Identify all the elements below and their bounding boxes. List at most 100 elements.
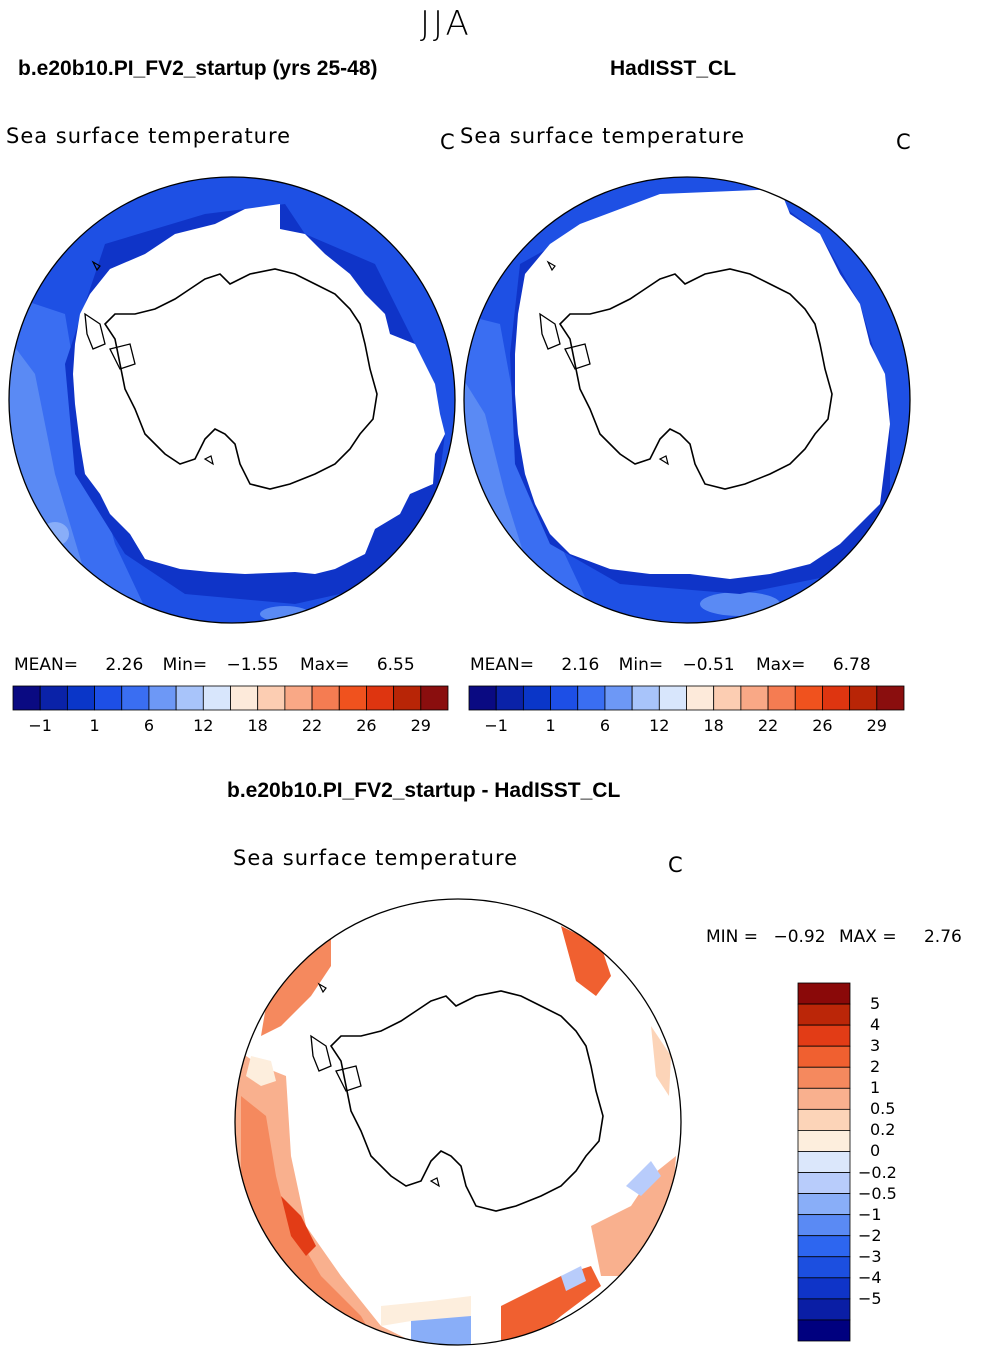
diff-colorbar-swatch — [797, 1235, 851, 1258]
obs-colorbar-tick-label: −1 — [484, 716, 508, 735]
model-colorbar-swatch — [366, 685, 395, 711]
model-colorbar-tick-label: 26 — [356, 716, 377, 735]
diff-colorbar-tick-label: −0.5 — [858, 1183, 897, 1203]
obs-colorbar-swatch — [849, 685, 878, 711]
obs-colorbar-tick-label: 26 — [812, 716, 833, 735]
model-max-label: Max= — [300, 655, 350, 675]
model-stats: MEAN= 2.26 Min= −1.55 Max= 6.55 — [14, 655, 415, 675]
obs-colorbar-swatch — [794, 685, 823, 711]
model-colorbar-swatch — [257, 685, 286, 711]
obs-max-value: 6.78 — [832, 655, 871, 675]
season-title: JJA — [420, 4, 472, 44]
obs-mean-label: MEAN= — [470, 655, 534, 675]
diff-colorbar-swatch — [797, 1045, 851, 1068]
diff-max-value: 2.76 — [923, 927, 962, 947]
diff-colorbar-swatch — [797, 1172, 851, 1194]
model-colorbar-swatch — [175, 685, 204, 711]
diff-max-label: MAX = — [838, 927, 897, 947]
diff-stats: MIN = −0.92 MAX = 2.76 — [706, 927, 962, 947]
model-colorbar-swatch — [39, 685, 68, 711]
model-colorbar-labels: −1 1 6 12 18 22 26 29 — [13, 716, 448, 736]
diff-colorbar-tick-label: 3 — [870, 1036, 881, 1056]
obs-colorbar — [468, 685, 905, 711]
obs-units-label: C — [896, 130, 911, 154]
diff-colorbar-swatch — [797, 1277, 851, 1300]
diff-colorbar-swatch — [797, 1003, 851, 1026]
model-colorbar-swatch — [230, 685, 259, 711]
obs-min-value: −0.51 — [682, 655, 735, 675]
obs-colorbar-swatch — [658, 685, 687, 711]
obs-colorbar-tick-label: 18 — [703, 716, 724, 735]
diff-units-label: C — [668, 853, 683, 877]
model-colorbar-tick-label: 6 — [143, 716, 155, 735]
obs-colorbar-swatch — [631, 685, 660, 711]
model-variable-label: Sea surface temperature — [6, 124, 292, 148]
obs-colorbar-labels: −1 1 6 12 18 22 26 29 — [469, 716, 904, 736]
diff-colorbar-swatch — [797, 1066, 851, 1089]
diff-colorbar-swatch — [797, 1319, 851, 1342]
diff-variable-label: Sea surface temperature — [233, 846, 519, 870]
diff-colorbar — [797, 982, 851, 1342]
obs-polar-map — [463, 176, 911, 624]
model-mean-label: MEAN= — [14, 655, 78, 675]
obs-colorbar-swatch — [876, 685, 905, 711]
model-units-label: C — [440, 130, 455, 154]
model-colorbar-tick-label: 12 — [193, 716, 214, 735]
diff-colorbar-labels: 5 4 3 2 1 0.5 0.2 0 −0.2 −0.5 −1 −2 −3 −4 −5 — [858, 983, 938, 1341]
obs-colorbar-swatch — [822, 685, 851, 711]
model-colorbar-swatch — [202, 685, 231, 711]
model-colorbar-tick-label: 22 — [301, 716, 323, 735]
diff-colorbar-swatch — [797, 1130, 851, 1152]
diff-colorbar-tick-label: 5 — [870, 994, 881, 1014]
diff-colorbar-tick-label: 2 — [870, 1057, 881, 1077]
model-colorbar-tick-label: 1 — [89, 716, 100, 735]
model-colorbar-swatch — [311, 685, 340, 711]
obs-variable-label: Sea surface temperature — [460, 124, 746, 148]
diff-colorbar-swatch — [797, 1151, 851, 1173]
model-colorbar-swatch — [284, 685, 313, 711]
model-min-value: −1.55 — [226, 655, 279, 675]
diff-colorbar-tick-label: −2 — [858, 1225, 882, 1245]
diff-colorbar-tick-label: −1 — [858, 1204, 882, 1224]
obs-colorbar-tick-label: 12 — [649, 716, 670, 735]
model-colorbar-tick-label: 29 — [410, 716, 431, 735]
model-colorbar-swatch — [420, 685, 449, 711]
model-polar-map — [8, 176, 456, 624]
obs-stats: MEAN= 2.16 Min= −0.51 Max= 6.78 — [470, 655, 871, 675]
diff-colorbar-tick-label: 1 — [870, 1078, 881, 1098]
obs-colorbar-swatch — [495, 685, 524, 711]
diff-colorbar-tick-label: −5 — [858, 1288, 882, 1308]
diff-colorbar-tick-label: −0.2 — [858, 1162, 897, 1182]
diff-colorbar-swatch — [797, 1087, 851, 1110]
obs-colorbar-swatch — [550, 685, 579, 711]
model-colorbar-tick-label: −1 — [28, 716, 52, 735]
diff-colorbar-swatch — [797, 1214, 851, 1237]
diff-colorbar-tick-label: −4 — [858, 1267, 882, 1287]
obs-colorbar-tick-label: 1 — [545, 716, 556, 735]
obs-colorbar-swatch — [713, 685, 742, 711]
diff-colorbar-tick-label: 0.5 — [870, 1099, 896, 1119]
model-max-value: 6.55 — [376, 655, 415, 675]
model-colorbar-swatch — [338, 685, 367, 711]
obs-min-label: Min= — [618, 655, 664, 675]
diff-colorbar-swatch — [797, 1193, 851, 1216]
diff-colorbar-tick-label: −3 — [858, 1246, 882, 1266]
obs-colorbar-swatch — [604, 685, 633, 711]
obs-panel-title: HadISST_CL — [610, 57, 737, 80]
obs-mean-value: 2.16 — [561, 655, 600, 675]
model-colorbar — [12, 685, 449, 711]
obs-colorbar-tick-label: 6 — [599, 716, 611, 735]
diff-colorbar-tick-label: 4 — [870, 1015, 881, 1035]
obs-colorbar-swatch — [468, 685, 497, 711]
obs-colorbar-tick-label: 29 — [866, 716, 887, 735]
diff-colorbar-swatch — [797, 1108, 851, 1131]
obs-colorbar-swatch — [522, 685, 551, 711]
model-min-label: Min= — [162, 655, 208, 675]
model-colorbar-tick-label: 18 — [247, 716, 268, 735]
model-colorbar-swatch — [393, 685, 422, 711]
diff-colorbar-swatch — [797, 982, 851, 1005]
obs-colorbar-swatch — [767, 685, 796, 711]
diff-min-value: −0.92 — [773, 927, 826, 947]
diff-panel-title: b.e20b10.PI_FV2_startup - HadISST_CL — [227, 779, 621, 802]
model-colorbar-swatch — [94, 685, 123, 711]
